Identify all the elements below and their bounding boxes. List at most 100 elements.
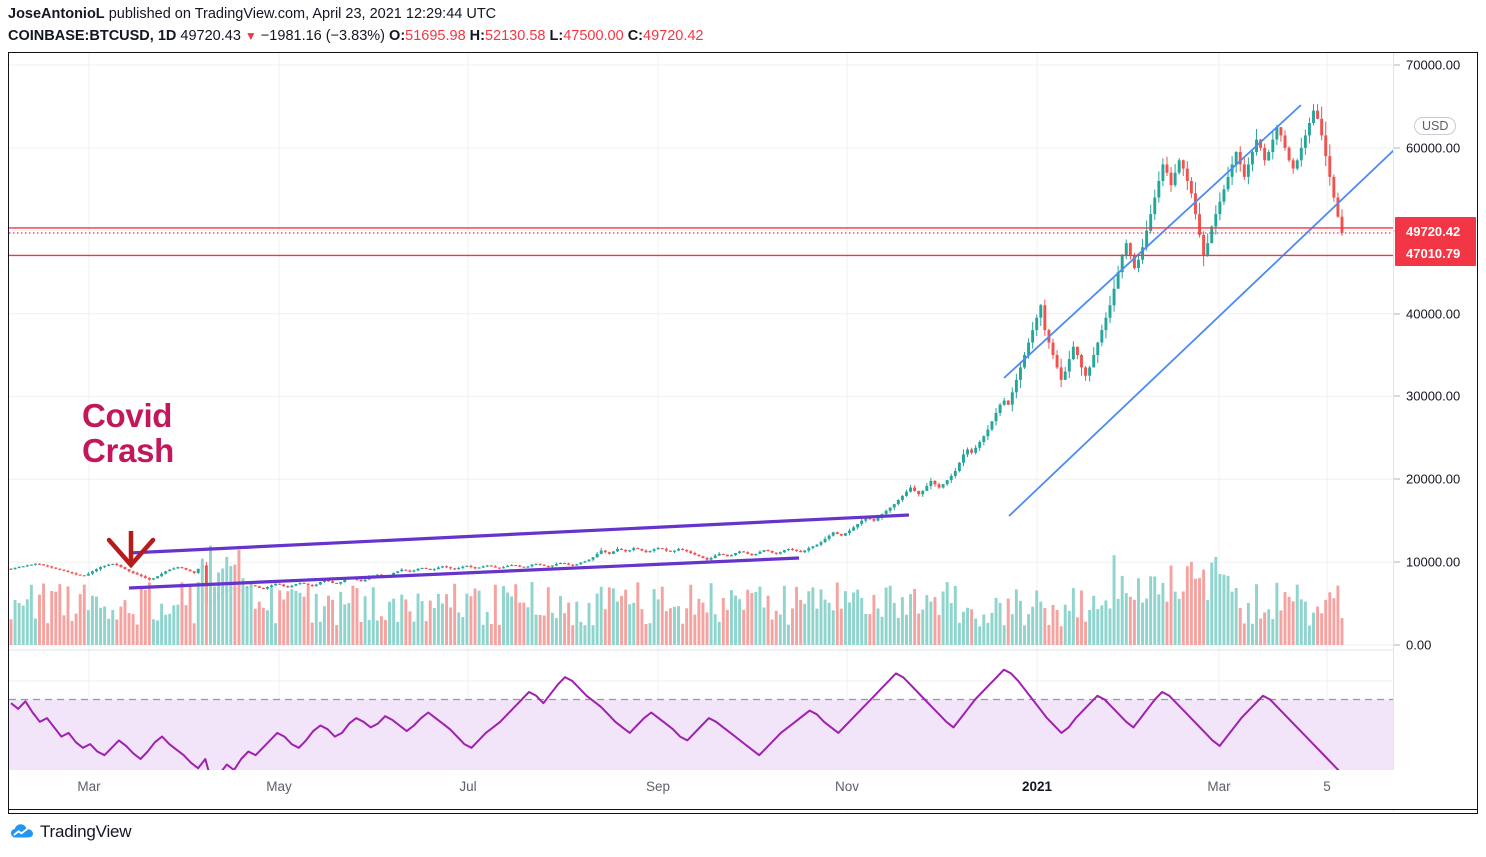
candle-body <box>1035 317 1039 331</box>
chart-canvas[interactable] <box>9 53 1394 812</box>
candle-body <box>147 577 151 580</box>
volume-bar <box>367 619 371 645</box>
candle-body <box>620 548 624 550</box>
chart-frame[interactable]: 0.00 10000.00 20000.00 30000.00 40000.00 6000… <box>8 52 1478 814</box>
candle-body <box>526 566 530 568</box>
candle-body <box>1206 243 1210 256</box>
early-channel-lower-line[interactable] <box>128 556 800 590</box>
channel-upper-line[interactable] <box>1003 104 1302 379</box>
candle-body <box>339 582 343 584</box>
volume-bar <box>917 613 921 645</box>
candle-body <box>624 549 628 552</box>
chart-header: JoseAntonioL published on TradingView.co… <box>0 0 1486 52</box>
volume-bar <box>400 594 404 645</box>
candle-body <box>127 569 131 572</box>
volume-bar <box>843 591 847 645</box>
volume-bar <box>957 622 961 645</box>
volume-bar <box>933 597 937 645</box>
candle-body <box>90 571 94 574</box>
close-value: 49720.42 <box>643 28 704 44</box>
volume-bar <box>1263 612 1267 645</box>
symbol-label[interactable]: COINBASE:BTCUSD, 1D <box>8 28 177 44</box>
volume-bar <box>208 545 212 645</box>
volume-bar <box>1238 607 1242 645</box>
channel-lower-line[interactable] <box>1008 148 1394 517</box>
candle-body <box>559 562 562 565</box>
volume-bar <box>913 588 917 645</box>
candle-body <box>461 566 465 568</box>
time-scale[interactable]: Mar May Jul Sep Nov 2021 Mar 5 <box>8 770 1478 810</box>
candle-body <box>1287 147 1291 161</box>
candle-body <box>595 553 599 558</box>
volume-bar <box>1214 556 1218 645</box>
volume-bar <box>469 596 473 645</box>
candle-body <box>477 567 481 569</box>
volume-bar <box>1027 614 1031 645</box>
volume-bar <box>457 612 461 645</box>
volume-bar <box>1141 602 1145 645</box>
volume-bar <box>379 616 383 645</box>
candle-body <box>900 495 904 500</box>
volume-bar <box>640 609 644 645</box>
candle-body <box>42 564 46 566</box>
volume-bar <box>42 583 46 645</box>
candle-body <box>852 527 856 531</box>
volume-bar <box>1198 578 1201 645</box>
candle-body <box>1189 181 1193 194</box>
candle-body <box>17 566 21 568</box>
volume-bar <box>1291 601 1295 645</box>
candle-body <box>831 532 835 536</box>
volume-bar <box>265 610 269 645</box>
candle-body <box>522 566 526 568</box>
candle-body <box>514 565 518 567</box>
candle-body <box>502 567 505 569</box>
volume-bar <box>758 586 762 645</box>
volume-bar <box>778 614 782 645</box>
volume-bar <box>327 595 330 645</box>
candle-body <box>884 510 888 515</box>
price-level-tag[interactable]: 47010.79 <box>1395 244 1476 267</box>
candle-body <box>453 568 457 570</box>
volume-bar <box>428 600 432 645</box>
volume-bar <box>986 622 990 645</box>
candle-body <box>1312 110 1315 123</box>
candle-body <box>335 582 339 584</box>
volume-bar <box>998 602 1002 645</box>
volume-bar <box>660 586 664 645</box>
candle-body <box>322 580 326 583</box>
candle-body <box>13 567 17 570</box>
candle-body <box>864 517 868 521</box>
volume-bar <box>1035 590 1039 645</box>
candle-body <box>1234 152 1238 165</box>
candle-body <box>1149 214 1153 231</box>
tradingview-logo[interactable]: TradingView <box>10 820 132 844</box>
volume-bar <box>1092 595 1096 645</box>
early-channel-purple[interactable] <box>128 513 910 590</box>
candle-body <box>1173 172 1177 186</box>
volume-bar <box>693 614 697 645</box>
candle-body <box>1177 160 1181 173</box>
volume-bar <box>25 599 29 645</box>
volume-bar <box>388 601 392 645</box>
plot-area[interactable] <box>9 53 1394 812</box>
candle-body <box>640 548 644 551</box>
candle-body <box>534 563 538 565</box>
currency-badge[interactable]: USD <box>1414 117 1457 135</box>
volume-bar <box>363 596 367 645</box>
volume-bar <box>689 584 693 645</box>
ascending-channel-blue[interactable] <box>1003 104 1394 517</box>
horizontal-price-lines[interactable] <box>9 227 1394 257</box>
candle-body <box>961 454 965 463</box>
tradingview-cloud-icon <box>11 824 33 838</box>
early-channel-upper-line[interactable] <box>128 513 910 555</box>
candle-body <box>786 548 790 551</box>
price-scale[interactable]: 0.00 10000.00 20000.00 30000.00 40000.00 6000… <box>1393 53 1477 812</box>
candle-body <box>188 569 192 572</box>
candle-body <box>510 565 514 567</box>
candle-body <box>933 480 937 485</box>
volume-bar <box>542 615 546 645</box>
annotation-line-2: Crash <box>82 432 175 469</box>
volume-bar <box>1181 591 1185 645</box>
candle-body <box>164 571 168 574</box>
high-label: H: <box>469 28 485 44</box>
